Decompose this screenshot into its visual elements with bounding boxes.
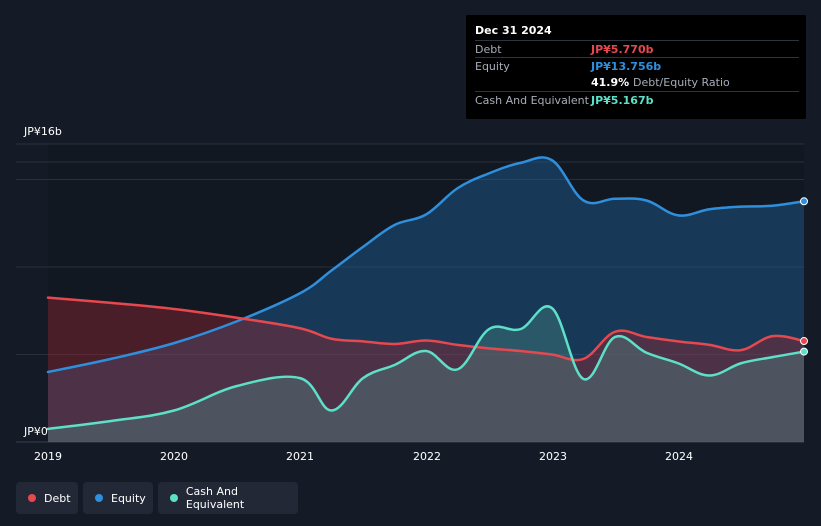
- area-debt: [48, 297, 804, 442]
- series-lines: [46, 156, 806, 431]
- x-tick-label-2019: 2019: [34, 450, 62, 463]
- legend-item-debt[interactable]: Debt: [16, 482, 78, 514]
- line-equity: [46, 156, 806, 374]
- tooltip-debt-label: Debt: [475, 43, 502, 56]
- end-marker-equity: [800, 197, 808, 206]
- tooltip-date: Dec 31 2024: [475, 24, 552, 37]
- y-tick-label-max: JP¥16b: [24, 125, 62, 138]
- tooltip-cash-label: Cash And Equivalent: [475, 94, 589, 107]
- legend-label-equity: Equity: [111, 491, 146, 505]
- series-end-markers: [800, 197, 808, 356]
- gridlines: [16, 143, 804, 443]
- legend-dot-equity-icon: [95, 494, 103, 502]
- tooltip-equity-label: Equity: [475, 60, 510, 73]
- tooltip-cash-value: JP¥5.167b: [591, 94, 654, 107]
- x-tick-label-2024: 2024: [665, 450, 693, 463]
- legend-dot-cash-icon: [170, 494, 178, 502]
- tooltip-ratio-note: Debt/Equity Ratio: [633, 76, 730, 89]
- y-tick-label-min: JP¥0: [24, 425, 48, 438]
- tooltip-debt-value: JP¥5.770b: [591, 43, 654, 56]
- x-tick-label-2021: 2021: [286, 450, 314, 463]
- tooltip-row-ratio: 41.9% Debt/Equity Ratio: [475, 74, 799, 91]
- tooltip-equity-value: JP¥13.756b: [591, 60, 662, 73]
- x-tick-label-2020: 2020: [160, 450, 188, 463]
- tooltip-row-debt: Debt JP¥5.770b: [475, 40, 799, 58]
- x-tick-label-2023: 2023: [539, 450, 567, 463]
- series-areas: [48, 157, 804, 443]
- area-equity: [48, 157, 804, 443]
- legend-item-equity[interactable]: Equity: [83, 482, 153, 514]
- line-cash-and-equivalent: [46, 305, 806, 431]
- legend-dot-debt-icon: [28, 494, 36, 502]
- end-marker-debt: [800, 337, 808, 346]
- tooltip-row-cash: Cash And Equivalent JP¥5.167b: [475, 91, 799, 109]
- legend-label-cash: Cash And Equivalent: [185, 485, 245, 511]
- line-debt: [46, 296, 806, 362]
- end-marker-cash-and-equivalent: [800, 347, 808, 356]
- x-tick-label-2022: 2022: [413, 450, 441, 463]
- tooltip-row-equity: Equity JP¥13.756b: [475, 57, 799, 75]
- tooltip-ratio-value: 41.9%: [591, 76, 630, 89]
- area-cash-and-equivalent: [48, 306, 804, 442]
- legend-item-cash[interactable]: Cash And Equivalent: [158, 482, 298, 514]
- tooltip-panel: Dec 31 2024 Debt JP¥5.770b Equity JP¥13.…: [466, 15, 806, 119]
- plot-background: [48, 144, 804, 442]
- tooltip-ratio: 41.9% Debt/Equity Ratio: [591, 76, 730, 89]
- legend-label-debt: Debt: [44, 491, 71, 505]
